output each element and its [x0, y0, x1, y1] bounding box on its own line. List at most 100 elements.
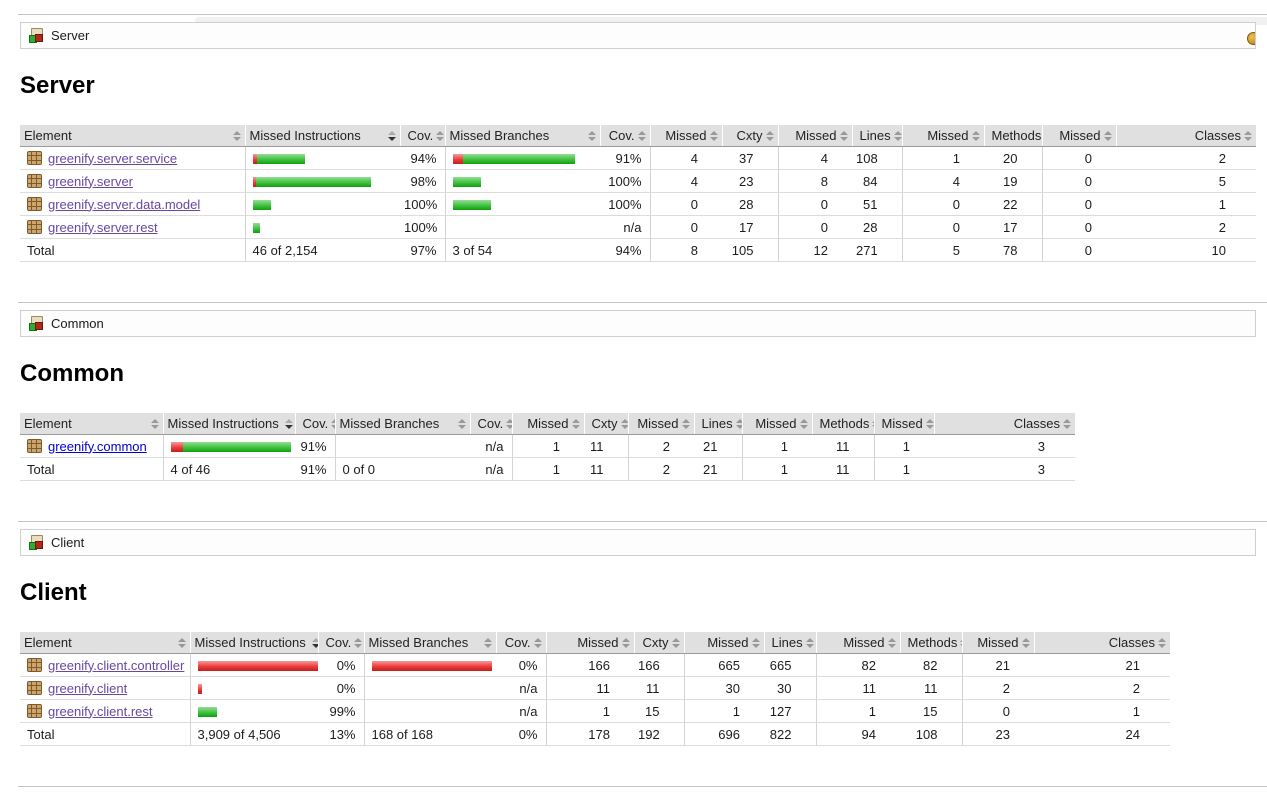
coverage-bar-cell: [189, 653, 318, 677]
column-header-cov-[interactable]: Cov.: [399, 125, 445, 147]
counter-value: 0: [649, 192, 722, 216]
counter-value: 1: [741, 434, 812, 458]
column-header-missed[interactable]: Missed: [901, 125, 984, 147]
column-header-element[interactable]: Element: [20, 413, 163, 435]
column-header-cov-[interactable]: Cov.: [599, 125, 650, 147]
package-link[interactable]: greenify.client.rest: [48, 703, 153, 719]
total-counter-value: 105: [722, 238, 778, 262]
counter-value: 21: [694, 434, 742, 458]
total-label: Total: [20, 457, 163, 481]
column-header-label: Missed Instructions: [249, 128, 361, 143]
counter-value: 0: [961, 699, 1034, 723]
column-header-classes[interactable]: Classes: [933, 413, 1075, 435]
sort-icon: [620, 418, 628, 429]
column-header-missed-instructions[interactable]: Missed Instructions: [189, 632, 318, 654]
column-header-cxty[interactable]: Cxty: [633, 632, 684, 654]
coverage-bar-cell: [363, 699, 496, 723]
column-header-missed[interactable]: Missed: [511, 413, 584, 435]
counter-value: 1: [815, 699, 900, 723]
column-header-missed-branches[interactable]: Missed Branches: [363, 632, 496, 654]
package-link[interactable]: greenify.server.service: [48, 150, 178, 166]
sessions-icon[interactable]: [1247, 32, 1255, 45]
package-link[interactable]: greenify.server.rest: [48, 219, 158, 235]
table-row: greenify.server.data.model 100% 100% 0 28 0 51…: [20, 192, 1256, 216]
column-header-label: Missed: [795, 128, 837, 143]
column-header-missed[interactable]: Missed: [777, 125, 852, 147]
package-link[interactable]: greenify.server: [48, 173, 134, 189]
column-header-cov-[interactable]: Cov.: [495, 632, 546, 654]
column-header-classes[interactable]: Classes: [1033, 632, 1170, 654]
sort-icon: [1021, 637, 1030, 648]
counter-value: 11: [812, 434, 874, 458]
sort-icon: [506, 418, 512, 429]
column-header-label: Methods: [907, 635, 958, 650]
branch-coverage-percent: 91%: [600, 146, 650, 170]
element-cell: greenify.client: [20, 676, 190, 700]
column-header-missed-instructions[interactable]: Missed Instructions: [244, 125, 400, 147]
package-icon: [27, 704, 42, 718]
column-header-missed[interactable]: Missed: [683, 632, 764, 654]
covered-bar: [252, 223, 260, 234]
column-header-missed[interactable]: Missed: [1041, 125, 1116, 147]
column-header-missed[interactable]: Missed: [741, 413, 812, 435]
counter-value: 1: [1116, 192, 1256, 216]
section-separator: [18, 786, 1267, 787]
package-icon: [27, 220, 42, 234]
sort-icon: [311, 637, 318, 648]
total-instructions: 4 of 46: [162, 457, 295, 481]
package-link[interactable]: greenify.client.controller: [48, 657, 185, 673]
coverage-bar-cell: [363, 676, 496, 700]
column-header-missed[interactable]: Missed: [545, 632, 634, 654]
column-header-element[interactable]: Element: [20, 125, 245, 147]
column-header-missed[interactable]: Missed: [815, 632, 900, 654]
header-row: Element Missed Instructions Cov. Missed Bra…: [20, 125, 1256, 147]
column-header-missed[interactable]: Missed: [961, 632, 1034, 654]
package-link[interactable]: greenify.server.data.model: [48, 196, 201, 212]
package-link[interactable]: greenify.client: [48, 680, 128, 696]
header-row: Element Missed Instructions Cov. Missed Bra…: [20, 632, 1170, 654]
sort-icon: [1103, 130, 1112, 141]
column-header-classes[interactable]: Classes: [1115, 125, 1256, 147]
coverage-section-common: Common Common Element Missed Instructions…: [18, 302, 1267, 481]
total-instructions: 46 of 2,154: [244, 238, 400, 262]
covered-bar: [255, 177, 371, 188]
column-header-lines[interactable]: Lines: [763, 632, 816, 654]
missed-bar: [371, 661, 492, 672]
counter-value: 2: [627, 434, 694, 458]
top-edge-artifact: [195, 17, 1267, 25]
column-header-cxty[interactable]: Cxty: [721, 125, 778, 147]
counter-value: 5: [1116, 169, 1256, 193]
column-header-missed[interactable]: Missed: [873, 413, 934, 435]
column-header-missed-branches[interactable]: Missed Branches: [334, 413, 470, 435]
column-header-missed[interactable]: Missed: [627, 413, 694, 435]
column-header-missed[interactable]: Missed: [649, 125, 722, 147]
counter-value: 11: [584, 434, 628, 458]
sort-icon: [533, 637, 542, 648]
missed-bar: [252, 154, 257, 165]
sort-icon: [681, 418, 690, 429]
column-header-missed-branches[interactable]: Missed Branches: [444, 125, 600, 147]
column-header-cov-[interactable]: Cov.: [294, 413, 335, 435]
column-header-cov-[interactable]: Cov.: [317, 632, 364, 654]
column-header-missed-instructions[interactable]: Missed Instructions: [162, 413, 295, 435]
group-icon: [29, 535, 44, 550]
section-separator: [18, 14, 1267, 15]
column-header-lines[interactable]: Lines: [851, 125, 902, 147]
counter-value: 1: [1034, 699, 1170, 723]
column-header-cov-[interactable]: Cov.: [469, 413, 512, 435]
total-counter-value: 822: [764, 722, 816, 746]
package-link[interactable]: greenify.common: [48, 438, 147, 454]
column-header-methods[interactable]: Methods: [811, 413, 874, 435]
column-header-lines[interactable]: Lines: [693, 413, 742, 435]
element-cell: greenify.client.rest: [20, 699, 190, 723]
column-header-label: Missed Branches: [368, 635, 469, 650]
column-header-methods[interactable]: Methods: [899, 632, 962, 654]
column-header-methods[interactable]: Methods: [983, 125, 1042, 147]
covered-bar: [252, 200, 271, 211]
column-header-cxty[interactable]: Cxty: [583, 413, 628, 435]
column-header-element[interactable]: Element: [20, 632, 190, 654]
column-header-label: Missed Instructions: [194, 635, 306, 650]
total-counter-value: 1: [511, 457, 584, 481]
column-header-label: Missed: [755, 416, 797, 431]
column-header-label: Cov.: [407, 128, 434, 143]
